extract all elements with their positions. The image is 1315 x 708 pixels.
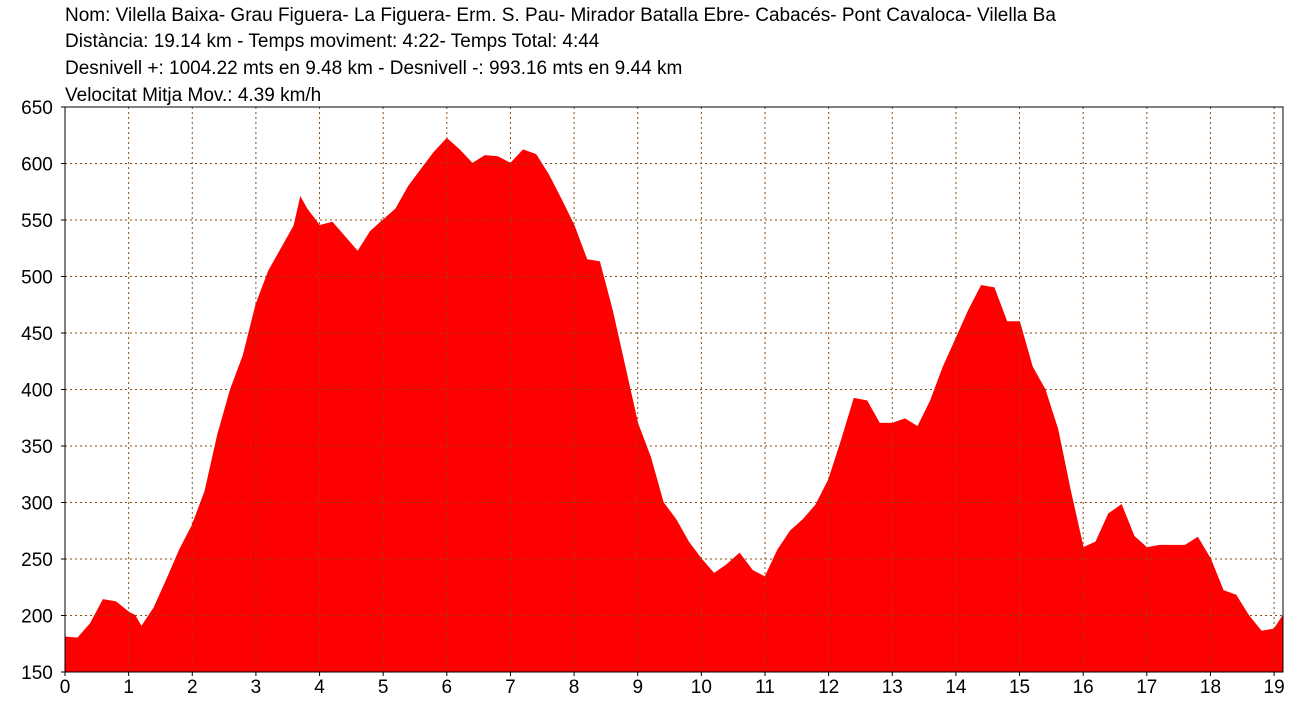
y-tick-label: 150 (21, 663, 53, 684)
y-tick-label: 450 (21, 324, 53, 345)
x-tick-label: 6 (442, 677, 453, 698)
y-tick-label: 600 (21, 155, 53, 176)
y-tick-label: 650 (21, 98, 53, 119)
x-tick-label: 18 (1200, 677, 1221, 698)
x-tick-label: 19 (1264, 677, 1285, 698)
annotation: Desnivell +: 1004.22 mts en 9.48 km - De… (65, 58, 682, 79)
y-tick-label: 350 (21, 437, 53, 458)
y-tick-label: 300 (21, 494, 53, 515)
annotation: Distància: 19.14 km - Temps moviment: 4:… (65, 31, 600, 52)
x-tick-label: 10 (691, 677, 712, 698)
x-tick-label: 5 (378, 677, 389, 698)
x-tick-label: 14 (945, 677, 967, 698)
x-tick-label: 12 (818, 677, 839, 698)
y-tick-label: 550 (21, 211, 53, 232)
y-tick-label: 500 (21, 268, 53, 289)
x-tick-label: 0 (60, 677, 71, 698)
x-tick-label: 16 (1073, 677, 1094, 698)
y-tick-label: 400 (21, 381, 53, 402)
x-tick-label: 4 (314, 677, 325, 698)
y-tick-label: 250 (21, 550, 53, 571)
annotation: Velocitat Mitja Mov.: 4.39 km/h (65, 85, 321, 106)
x-tick-label: 11 (755, 677, 775, 698)
x-tick-label: 17 (1136, 677, 1157, 698)
y-tick-label: 200 (21, 607, 53, 628)
x-tick-label: 9 (632, 677, 643, 698)
x-tick-label: 3 (251, 677, 262, 698)
x-tick-label: 8 (569, 677, 580, 698)
x-tick-label: 15 (1009, 677, 1030, 698)
x-tick-label: 1 (123, 677, 134, 698)
x-tick-label: 13 (882, 677, 903, 698)
chart-title: Nom: Vilella Baixa- Grau Figuera- La Fig… (65, 5, 1056, 26)
plot-border (64, 106, 1284, 673)
x-tick-label: 7 (505, 677, 516, 698)
x-tick-label: 2 (187, 677, 198, 698)
